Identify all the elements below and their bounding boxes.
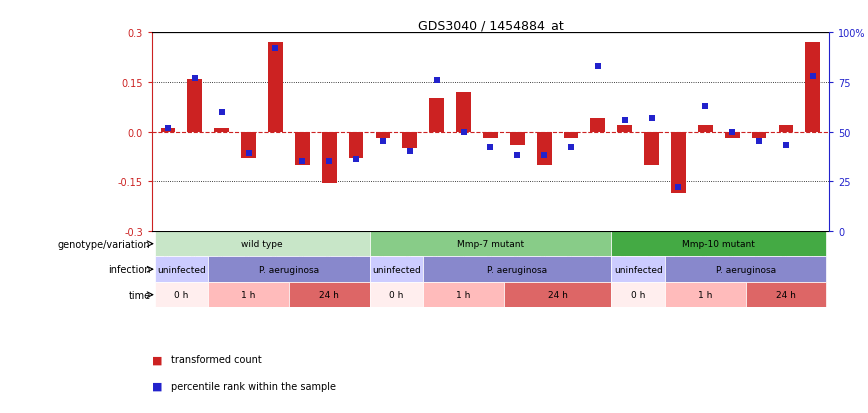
Bar: [155, 282, 208, 308]
Text: 24 h: 24 h: [776, 290, 796, 299]
Bar: [403, 132, 418, 149]
Bar: [430, 99, 444, 132]
Text: 24 h: 24 h: [548, 290, 568, 299]
Bar: [208, 282, 289, 308]
Bar: [644, 132, 659, 165]
Text: 1 h: 1 h: [698, 290, 713, 299]
Text: Mmp-10 mutant: Mmp-10 mutant: [682, 240, 755, 249]
Bar: [725, 132, 740, 139]
Text: time: time: [128, 290, 150, 300]
Text: 0 h: 0 h: [631, 290, 646, 299]
Bar: [424, 282, 503, 308]
Bar: [671, 132, 686, 193]
Text: infection: infection: [108, 265, 150, 275]
Text: P. aeruginosa: P. aeruginosa: [487, 265, 548, 274]
Bar: [779, 126, 793, 132]
Text: 24 h: 24 h: [319, 290, 339, 299]
Bar: [665, 282, 746, 308]
Text: P. aeruginosa: P. aeruginosa: [259, 265, 319, 274]
Bar: [370, 257, 424, 282]
Bar: [752, 132, 766, 139]
Text: uninfected: uninfected: [614, 265, 662, 274]
Bar: [161, 129, 175, 132]
Text: 1 h: 1 h: [457, 290, 470, 299]
Bar: [590, 119, 605, 132]
Bar: [457, 93, 471, 132]
Bar: [806, 43, 820, 132]
Bar: [611, 282, 665, 308]
Bar: [424, 257, 611, 282]
Bar: [617, 126, 632, 132]
Text: P. aeruginosa: P. aeruginosa: [715, 265, 776, 274]
Text: uninfected: uninfected: [372, 265, 421, 274]
Bar: [370, 282, 424, 308]
Text: ■: ■: [152, 381, 162, 391]
Bar: [322, 132, 337, 183]
Bar: [349, 132, 364, 159]
Bar: [483, 132, 498, 139]
Text: percentile rank within the sample: percentile rank within the sample: [171, 381, 336, 391]
Bar: [611, 231, 826, 257]
Title: GDS3040 / 1454884_at: GDS3040 / 1454884_at: [418, 19, 563, 32]
Bar: [536, 132, 551, 165]
Text: ■: ■: [152, 354, 162, 364]
Bar: [268, 43, 283, 132]
Text: wild type: wild type: [241, 240, 283, 249]
Bar: [289, 282, 370, 308]
Bar: [155, 231, 370, 257]
Bar: [746, 282, 826, 308]
Bar: [295, 132, 310, 165]
Bar: [563, 132, 578, 139]
Bar: [155, 257, 208, 282]
Text: 0 h: 0 h: [174, 290, 188, 299]
Text: 1 h: 1 h: [241, 290, 256, 299]
Text: genotype/variation: genotype/variation: [58, 239, 150, 249]
Bar: [510, 132, 524, 145]
Bar: [187, 79, 202, 132]
Bar: [611, 257, 665, 282]
Text: uninfected: uninfected: [157, 265, 206, 274]
Bar: [698, 126, 713, 132]
Bar: [376, 132, 391, 139]
Text: transformed count: transformed count: [171, 354, 262, 364]
Bar: [665, 257, 826, 282]
Bar: [370, 231, 611, 257]
Bar: [214, 129, 229, 132]
Text: Mmp-7 mutant: Mmp-7 mutant: [457, 240, 524, 249]
Text: 0 h: 0 h: [389, 290, 404, 299]
Bar: [241, 132, 256, 159]
Bar: [503, 282, 611, 308]
Bar: [208, 257, 370, 282]
